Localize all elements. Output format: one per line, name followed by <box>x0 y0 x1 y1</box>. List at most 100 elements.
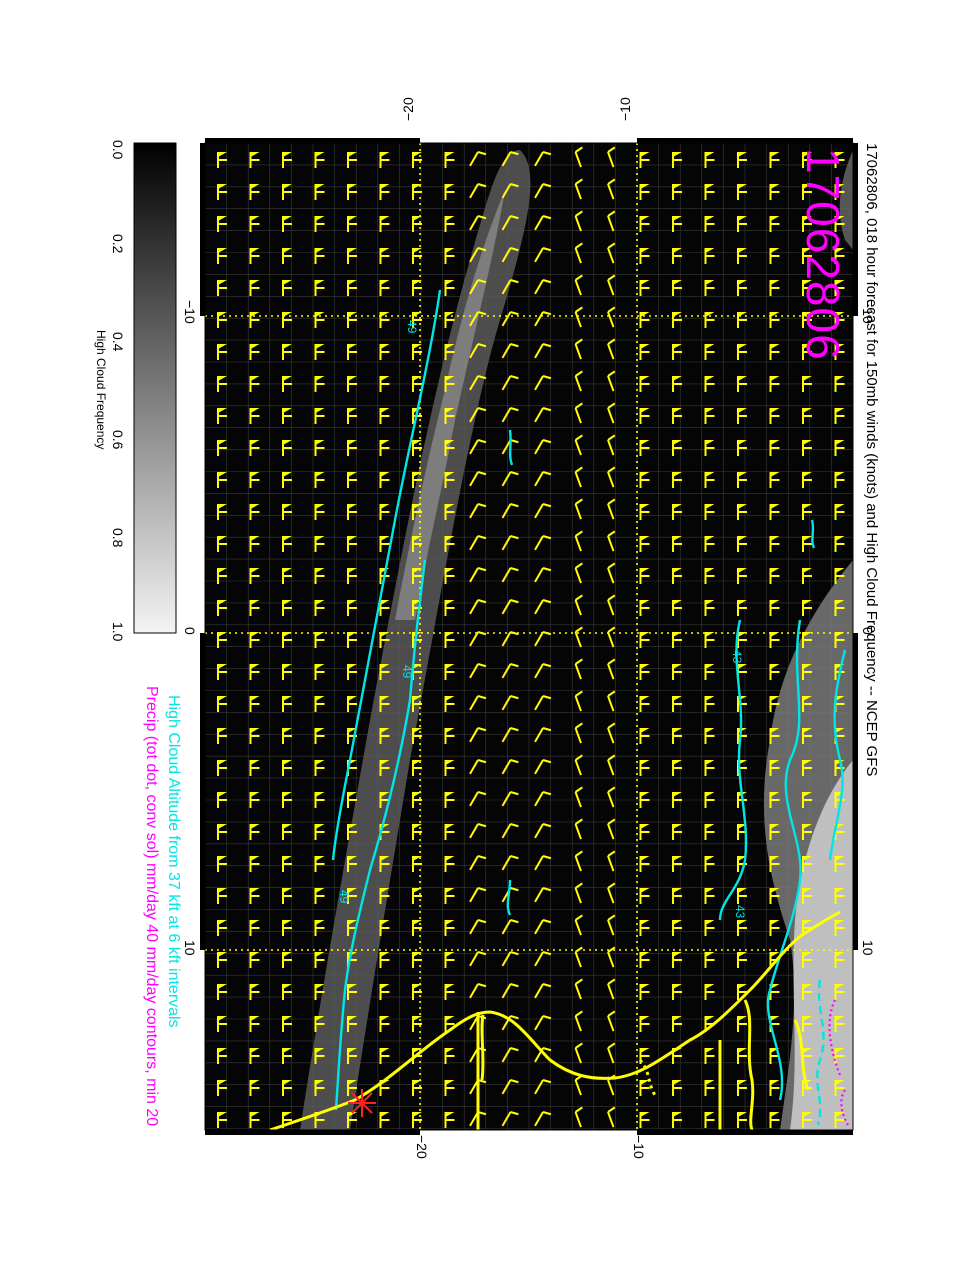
wind-barb <box>469 919 487 935</box>
wind-barb <box>469 311 487 327</box>
wind-barb <box>314 248 325 264</box>
wind-barb <box>534 855 552 871</box>
wind-barb <box>217 728 227 744</box>
contour-43-b <box>766 619 802 1101</box>
wind-barb <box>802 312 812 328</box>
wind-barb <box>501 1111 519 1127</box>
wind-barb <box>534 727 552 743</box>
legend-cloud-altitude-text: High Cloud Altitude from 37 kft at 6 kft… <box>165 695 182 1028</box>
wind-barb <box>217 504 227 520</box>
wind-barb <box>834 344 845 360</box>
wind-barb <box>412 248 422 264</box>
wind-barb <box>412 728 422 744</box>
wind-barb <box>444 696 455 712</box>
wind-barb <box>249 344 260 360</box>
contour-49-a <box>331 289 442 861</box>
wind-barb <box>672 952 682 968</box>
wind-barb <box>444 312 455 328</box>
wind-barb <box>501 663 519 679</box>
wind-barb <box>469 759 487 775</box>
wind-barb <box>444 184 455 200</box>
wind-barb <box>469 151 487 167</box>
wind-barb <box>704 408 715 424</box>
wind-barb <box>217 248 227 264</box>
wind-barb <box>672 440 682 456</box>
wind-barb <box>639 1016 650 1032</box>
wind-barb <box>704 184 715 200</box>
wind-barb <box>501 951 519 967</box>
wind-barb <box>737 472 747 488</box>
contour-43-a <box>718 619 748 921</box>
wind-barb <box>607 1010 616 1032</box>
wind-barb <box>444 856 455 872</box>
wind-barb <box>501 791 519 807</box>
wind-barb <box>574 338 583 360</box>
wind-barb <box>639 440 650 456</box>
wind-barb <box>737 1048 747 1064</box>
wind-barb <box>802 952 812 968</box>
wind-barb <box>249 536 260 552</box>
wind-barb <box>501 503 519 519</box>
wind-barb <box>444 376 455 392</box>
wind-barb <box>639 888 650 904</box>
colorbar-gradient <box>133 142 177 634</box>
wind-barb <box>217 408 227 424</box>
wind-barb <box>737 504 747 520</box>
wind-barb <box>834 280 845 296</box>
coastline-main <box>269 910 841 1130</box>
wind-barb <box>314 920 325 936</box>
wind-barb <box>607 786 616 808</box>
wind-barb <box>217 344 227 360</box>
wind-barb <box>412 696 422 712</box>
wind-barbs <box>217 146 845 1128</box>
wind-barb <box>444 760 455 776</box>
wind-barb <box>672 632 682 648</box>
wind-barb <box>574 370 583 392</box>
wind-barb <box>672 568 682 584</box>
wind-barb <box>282 376 292 392</box>
wind-barb <box>314 376 325 392</box>
wind-barb <box>574 626 583 648</box>
wind-barb <box>672 536 682 552</box>
wind-barb <box>704 472 715 488</box>
wind-barb <box>347 632 357 648</box>
wind-barb <box>534 823 552 839</box>
wind-barb <box>282 696 292 712</box>
wind-barb <box>347 1080 357 1096</box>
wind-barb <box>704 888 715 904</box>
wind-barb <box>672 472 682 488</box>
wind-barb <box>282 280 292 296</box>
wind-barb <box>217 568 227 584</box>
wind-barb <box>534 759 552 775</box>
border-2 <box>480 1014 485 1081</box>
wind-barb <box>607 306 616 328</box>
wind-barb <box>834 504 845 520</box>
wind-barb <box>249 728 260 744</box>
wind-barb <box>802 216 812 232</box>
axis-tick-bars <box>200 138 858 1135</box>
wind-barb <box>217 376 227 392</box>
wind-barb <box>282 856 292 872</box>
wind-barb <box>534 695 552 711</box>
wind-barb <box>282 824 292 840</box>
wind-barb <box>379 504 390 520</box>
wind-barb <box>802 728 812 744</box>
wind-barb <box>217 1048 227 1064</box>
wind-barb <box>379 728 390 744</box>
wind-barb <box>607 626 616 648</box>
wind-barb <box>534 375 552 391</box>
wind-barb <box>769 184 780 200</box>
wind-barb <box>574 210 583 232</box>
wind-barb <box>282 504 292 520</box>
wind-barb <box>534 407 552 423</box>
wind-barb <box>704 248 715 264</box>
precip-contour-1 <box>828 999 842 1076</box>
wind-barb <box>412 152 422 168</box>
wind-barb <box>444 216 455 232</box>
wind-barb <box>444 152 455 168</box>
wind-barb <box>314 152 325 168</box>
wind-barb <box>834 888 845 904</box>
wind-barb <box>704 504 715 520</box>
wind-barb <box>412 600 422 616</box>
wind-barb <box>574 850 583 872</box>
